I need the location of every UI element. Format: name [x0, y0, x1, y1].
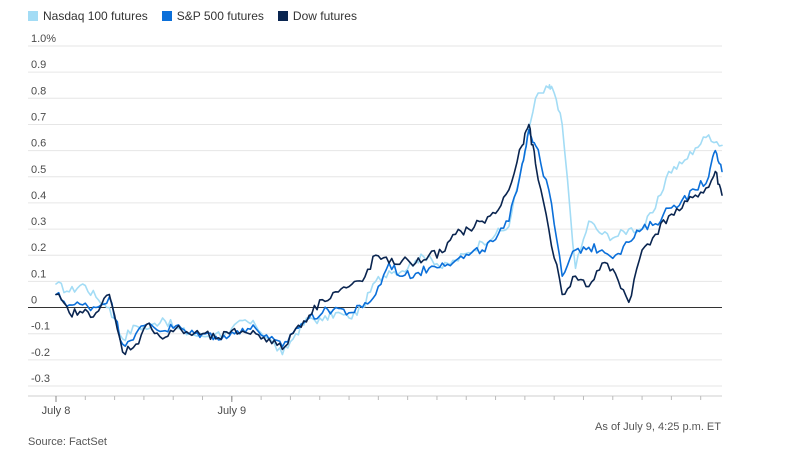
legend-swatch-nasdaq	[28, 11, 38, 21]
y-tick-label: 0.9	[31, 59, 46, 71]
y-tick-label: 0	[31, 295, 37, 307]
y-tick-label: 0.1	[31, 268, 46, 280]
series-line-nasdaq	[55, 84, 723, 356]
y-tick-label: -0.1	[31, 321, 50, 333]
chart-legend: Nasdaq 100 futures S&P 500 futures Dow f…	[28, 9, 357, 23]
x-tick-label: July 9	[217, 405, 246, 417]
y-tick-label: 0.6	[31, 138, 46, 150]
source-note: Source: FactSet	[28, 436, 107, 448]
y-tick-label: 0.7	[31, 111, 46, 123]
y-tick-label: -0.3	[31, 373, 50, 385]
series-line-sp500	[55, 128, 723, 348]
y-tick-label: 0.3	[31, 216, 46, 228]
y-tick-label: -0.2	[31, 347, 50, 359]
legend-item-nasdaq: Nasdaq 100 futures	[28, 9, 148, 23]
legend-swatch-sp500	[161, 11, 172, 21]
y-tick-label: 0.2	[31, 242, 46, 254]
y-tick-label: 0.5	[31, 164, 46, 176]
legend-item-sp500: S&P 500 futures	[161, 9, 264, 23]
legend-item-dow: Dow futures	[277, 9, 357, 23]
as-of-note: As of July 9, 4:25 p.m. ET	[595, 421, 721, 433]
legend-swatch-dow	[277, 11, 288, 21]
y-tick-label: 0.4	[31, 190, 46, 202]
series-line-dow	[55, 123, 723, 356]
y-tick-label: 0.8	[31, 85, 46, 97]
y-tick-label: 1.0%	[31, 33, 56, 45]
legend-label-dow: Dow futures	[292, 9, 357, 23]
legend-label-nasdaq: Nasdaq 100 futures	[43, 9, 148, 23]
x-tick-label: July 8	[42, 405, 71, 417]
legend-label-sp500: S&P 500 futures	[176, 9, 264, 23]
